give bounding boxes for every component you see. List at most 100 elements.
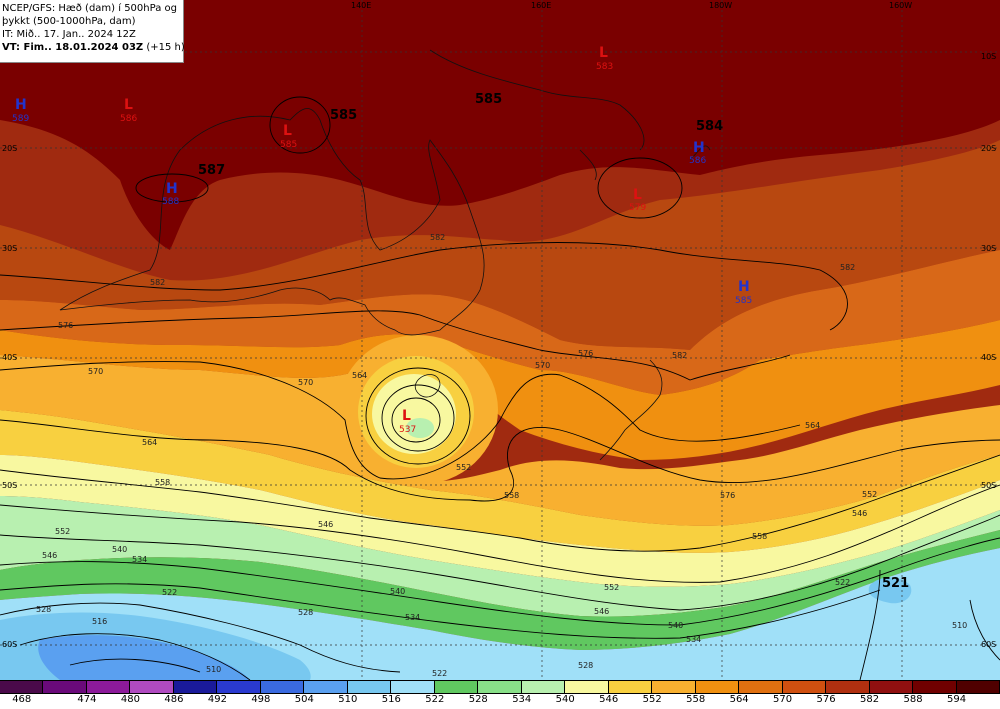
contour-label: 534: [686, 635, 701, 644]
legend-tick-label: 570: [773, 694, 793, 705]
contour-label: 516: [92, 617, 107, 626]
contour-label: 528: [578, 661, 593, 670]
color-scale-legend: 468 474 480 486 492 498 504 510 516 522 528 534 540 5…: [0, 680, 1000, 709]
contour-label: 570: [88, 367, 103, 376]
contour-label: 522: [432, 669, 447, 678]
color-swatch: [173, 681, 218, 693]
color-swatch: [260, 681, 305, 693]
contour-label: 558: [504, 491, 519, 500]
low-marker: L: [124, 97, 133, 113]
band-558: [0, 410, 1000, 553]
color-swatch: [826, 681, 870, 693]
color-swatch: [217, 681, 261, 693]
low-band-540: [406, 418, 434, 438]
color-swatch: [956, 681, 1000, 693]
contour-label: 552: [862, 490, 877, 499]
high-value: 585: [735, 296, 753, 306]
contour-label: 570: [298, 378, 313, 387]
lat-label-left: 20S: [2, 144, 18, 153]
legend-tick-label: 582: [860, 694, 880, 705]
height-value: 585: [330, 108, 358, 123]
lon-label: 140E: [351, 1, 372, 10]
band-576: [0, 250, 1000, 395]
color-swatch: [608, 681, 653, 693]
model-subtitle: þykkt (500-1000hPa, dam): [2, 16, 136, 27]
height-value: 587: [198, 163, 226, 178]
high-marker: H: [15, 97, 27, 113]
contour-label: 558: [752, 532, 767, 541]
color-swatch: [0, 681, 44, 693]
contour-label: 522: [162, 588, 177, 597]
low-value: 586: [120, 114, 138, 124]
low-value: 585: [280, 140, 298, 150]
color-scale-bar: [0, 680, 1000, 694]
height-value: 585: [475, 92, 503, 107]
legend-tick-label: 528: [468, 694, 488, 705]
model-title: NCEP/GFS: Hæð (dam) í 500hPa og: [2, 3, 177, 14]
legend-tick-label: 552: [642, 694, 662, 705]
color-swatch: [391, 681, 435, 693]
contour-label: 570: [535, 361, 550, 370]
color-swatch: [130, 681, 174, 693]
contour-label: 564: [352, 371, 367, 380]
low-marker: L: [633, 187, 642, 203]
contour-label: 546: [594, 607, 609, 616]
contour-label: 576: [720, 491, 735, 500]
legend-tick-label: 480: [120, 694, 140, 705]
color-swatch: [521, 681, 566, 693]
color-swatch: [347, 681, 392, 693]
contour-label: 540: [390, 587, 405, 596]
valid-time: VT: Fim.. 18.01.2024 03Z (+15 h): [2, 41, 185, 54]
legend-tick-label: 540: [555, 694, 575, 705]
color-swatch: [913, 681, 957, 693]
height-value: 521: [882, 576, 910, 591]
band-588: [0, 0, 1000, 250]
lat-label-left: 30S: [2, 244, 18, 253]
contour-label: 528: [36, 605, 51, 614]
height-value: 584: [696, 119, 724, 134]
high-value: 586: [689, 156, 707, 166]
high-marker: H: [166, 181, 178, 197]
high-marker: H: [738, 279, 750, 295]
lat-label-right: 40S: [981, 353, 997, 362]
contour-label: 582: [672, 351, 687, 360]
color-swatch: [782, 681, 827, 693]
lon-label: 160E: [531, 1, 552, 10]
color-swatch: [565, 681, 609, 693]
band-582: [0, 140, 1000, 350]
contour-label: 540: [112, 545, 127, 554]
geopotential-map: 582 582 576 570 564 558 552 546 540 534 …: [0, 0, 1000, 680]
contour-label: 582: [840, 263, 855, 272]
contour-label: 582: [150, 278, 165, 287]
contour-label: 546: [852, 509, 867, 518]
legend-tick-label: 510: [338, 694, 358, 705]
legend-tick-label: 576: [816, 694, 836, 705]
contour-label-group: 582 582 576 570 564 558 552 546 540 534 …: [36, 233, 967, 678]
low-marker: L: [599, 45, 608, 61]
color-scale-ticks: 468 474 480 486 492 498 504 510 516 522 528 534 540 5…: [0, 694, 1000, 709]
initial-time: IT: Mið.. 17. Jan.. 2024 12Z: [2, 29, 136, 40]
lon-label: 180W: [709, 1, 733, 10]
legend-tick-label: 468: [12, 694, 32, 705]
legend-tick-label: 594: [946, 694, 967, 705]
low-value: 583: [596, 62, 614, 72]
color-swatch: [478, 681, 522, 693]
valid-time-date: VT: Fim.. 18.01.2024 03Z: [2, 42, 144, 53]
coastlines: [59, 49, 711, 461]
contour-label: 522: [835, 578, 850, 587]
low-marker: L: [283, 123, 292, 139]
contour-label: 564: [142, 438, 157, 447]
contour-label: 576: [578, 349, 593, 358]
legend-tick-label: 564: [729, 694, 749, 705]
high-value: 588: [162, 197, 180, 207]
contour-label: 576: [58, 321, 73, 330]
lat-label-left: 60S: [2, 640, 18, 649]
contour-label: 534: [132, 555, 147, 564]
color-swatch: [652, 681, 696, 693]
contour-label: 546: [318, 520, 333, 529]
legend-tick-label: 546: [599, 694, 619, 705]
map-info-box: NCEP/GFS: Hæð (dam) í 500hPa og þykkt (5…: [0, 0, 185, 63]
contour-label: 552: [604, 583, 619, 592]
color-swatch: [434, 681, 479, 693]
contour-label: 540: [668, 621, 683, 630]
